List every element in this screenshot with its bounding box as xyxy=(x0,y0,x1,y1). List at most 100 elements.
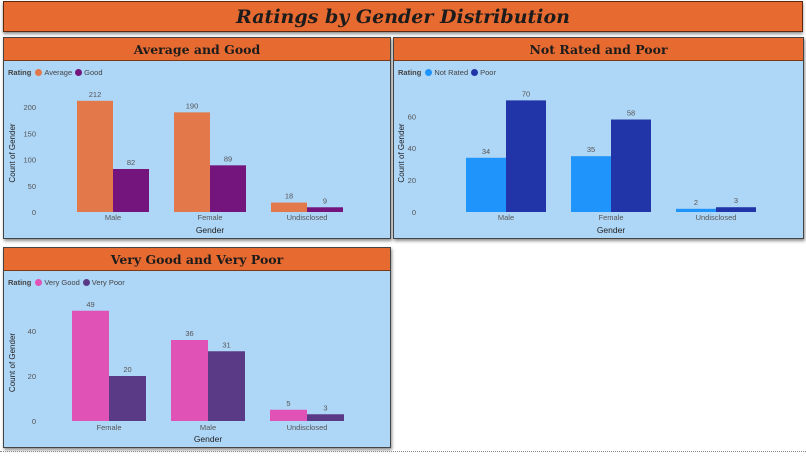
y-tick-label: 100 xyxy=(23,156,36,165)
bar-very-good-male xyxy=(171,340,208,421)
x-axis-title: Gender xyxy=(196,225,225,235)
panel-average-good[interactable]: Average and Good Rating Average Good 0 50… xyxy=(3,37,391,239)
panel-title: Not Rated and Poor xyxy=(529,41,668,57)
data-label-very-good-female: 49 xyxy=(86,300,94,309)
legend-label: Not Rated xyxy=(434,67,469,77)
legend-item-very-good[interactable]: Very Good xyxy=(35,277,80,287)
bar-chart-average-good: 0 50 100 150 200 Count of Gender 212 82 Male 190 8… xyxy=(8,90,343,235)
x-tick-label-female: Female xyxy=(197,213,222,222)
bar-average-female xyxy=(174,112,210,212)
data-label-not-rated-female: 35 xyxy=(587,145,595,154)
legend-label: Poor xyxy=(480,67,496,77)
data-label-very-poor-male: 31 xyxy=(222,340,230,349)
legend-marker xyxy=(425,68,433,76)
legend-label: Very Good xyxy=(44,277,80,287)
dashboard-title: Ratings by Gender Distribution xyxy=(236,5,570,28)
legend-item-very-poor[interactable]: Very Poor xyxy=(82,277,125,287)
legend-marker xyxy=(35,278,43,286)
legend-marker xyxy=(35,68,43,76)
data-label-good-female: 89 xyxy=(224,154,232,163)
panel-not-rated-poor[interactable]: Not Rated and Poor Rating Not Rated Poor… xyxy=(393,37,804,239)
legend-item-average[interactable]: Average xyxy=(35,68,72,77)
x-tick-label-female: Female xyxy=(598,213,623,222)
y-tick-label: 0 xyxy=(412,208,416,217)
chart-legend: Rating Very Good Very Poor xyxy=(8,276,128,288)
panel-title: Average and Good xyxy=(133,41,261,57)
data-label-average-undisclosed: 18 xyxy=(285,192,293,201)
y-tick-label: 40 xyxy=(408,144,416,153)
legend-title: Rating xyxy=(398,67,422,77)
data-label-average-male: 212 xyxy=(89,90,102,99)
x-tick-label-female: Female xyxy=(96,423,121,432)
bar-poor-undisclosed xyxy=(716,207,756,212)
x-tick-label-male: Male xyxy=(105,213,121,222)
data-label-very-good-undisclosed: 5 xyxy=(286,399,290,408)
x-axis-title: Gender xyxy=(194,434,223,444)
y-tick-label: 150 xyxy=(23,129,36,138)
data-label-poor-female: 58 xyxy=(627,109,635,118)
legend-item-good[interactable]: Good xyxy=(75,67,103,77)
bar-not-rated-male xyxy=(466,157,506,212)
bar-not-rated-female xyxy=(571,156,611,212)
y-tick-label: 0 xyxy=(32,417,36,426)
data-label-average-female: 190 xyxy=(186,101,199,110)
bar-average-undisclosed xyxy=(271,202,307,212)
x-tick-label-undisclosed: Undisclosed xyxy=(287,423,328,432)
x-tick-label-male: Male xyxy=(498,213,514,222)
y-axis-title: Count of Gender xyxy=(397,123,406,182)
legend-item-not-rated[interactable]: Not Rated xyxy=(425,68,468,77)
legend-label: Good xyxy=(84,67,103,77)
bar-not-rated-undisclosed xyxy=(676,208,716,212)
bar-average-male xyxy=(77,100,113,212)
chart-legend: Rating Average Good xyxy=(8,66,106,78)
panel-title-bar: Not Rated and Poor xyxy=(394,38,803,61)
legend-title: Rating xyxy=(8,277,32,287)
y-tick-label: 20 xyxy=(28,372,36,381)
y-axis-title: Count of Gender xyxy=(8,333,17,392)
bar-good-undisclosed xyxy=(307,207,343,212)
legend-marker xyxy=(82,278,90,286)
legend-title: Rating xyxy=(8,67,32,77)
legend-label: Very Poor xyxy=(91,277,125,287)
data-label-not-rated-male: 34 xyxy=(482,147,490,156)
legend-marker xyxy=(471,68,479,76)
bar-very-poor-undisclosed xyxy=(307,414,344,421)
x-tick-label-undisclosed: Undisclosed xyxy=(696,213,737,222)
y-tick-label: 0 xyxy=(32,208,36,217)
bar-very-poor-male xyxy=(208,351,245,421)
data-label-good-male: 82 xyxy=(127,158,135,167)
y-tick-label: 20 xyxy=(408,176,416,185)
page-bottom-divider xyxy=(0,451,806,452)
x-tick-label-male: Male xyxy=(200,423,216,432)
data-label-good-undisclosed: 9 xyxy=(323,196,327,205)
legend-label: Average xyxy=(44,67,73,77)
chart-legend: Rating Not Rated Poor xyxy=(398,66,499,78)
x-axis-title: Gender xyxy=(597,225,626,235)
x-tick-label-undisclosed: Undisclosed xyxy=(287,213,328,222)
dashboard-title-banner: Ratings by Gender Distribution xyxy=(3,1,803,32)
data-label-poor-male: 70 xyxy=(522,89,530,98)
y-tick-label: 200 xyxy=(23,103,36,112)
bar-chart-very-good-very-poor: 0 20 40 Count of Gender 49 20 Female 36 31 Male 5 3… xyxy=(8,300,344,444)
data-label-not-rated-undisclosed: 2 xyxy=(694,198,698,207)
y-tick-label: 40 xyxy=(28,327,36,336)
y-axis-title: Count of Gender xyxy=(8,123,17,182)
y-tick-label: 50 xyxy=(28,182,36,191)
bar-good-female xyxy=(210,165,246,212)
panel-title-bar: Average and Good xyxy=(4,38,390,61)
bar-very-good-female xyxy=(72,310,109,421)
data-label-poor-undisclosed: 3 xyxy=(734,196,738,205)
bar-good-male xyxy=(113,168,149,212)
panel-very-good-very-poor[interactable]: Very Good and Very Poor Rating Very Good… xyxy=(3,247,391,448)
data-label-very-poor-female: 20 xyxy=(123,365,131,374)
bar-poor-female xyxy=(611,119,651,212)
y-tick-label: 60 xyxy=(408,112,416,121)
data-label-very-poor-undisclosed: 3 xyxy=(323,403,327,412)
data-label-very-good-male: 36 xyxy=(185,329,193,338)
legend-item-poor[interactable]: Poor xyxy=(471,68,496,77)
bar-very-poor-female xyxy=(109,376,146,421)
legend-marker xyxy=(75,68,83,76)
bar-poor-male xyxy=(506,100,546,212)
bar-very-good-undisclosed xyxy=(270,409,307,421)
